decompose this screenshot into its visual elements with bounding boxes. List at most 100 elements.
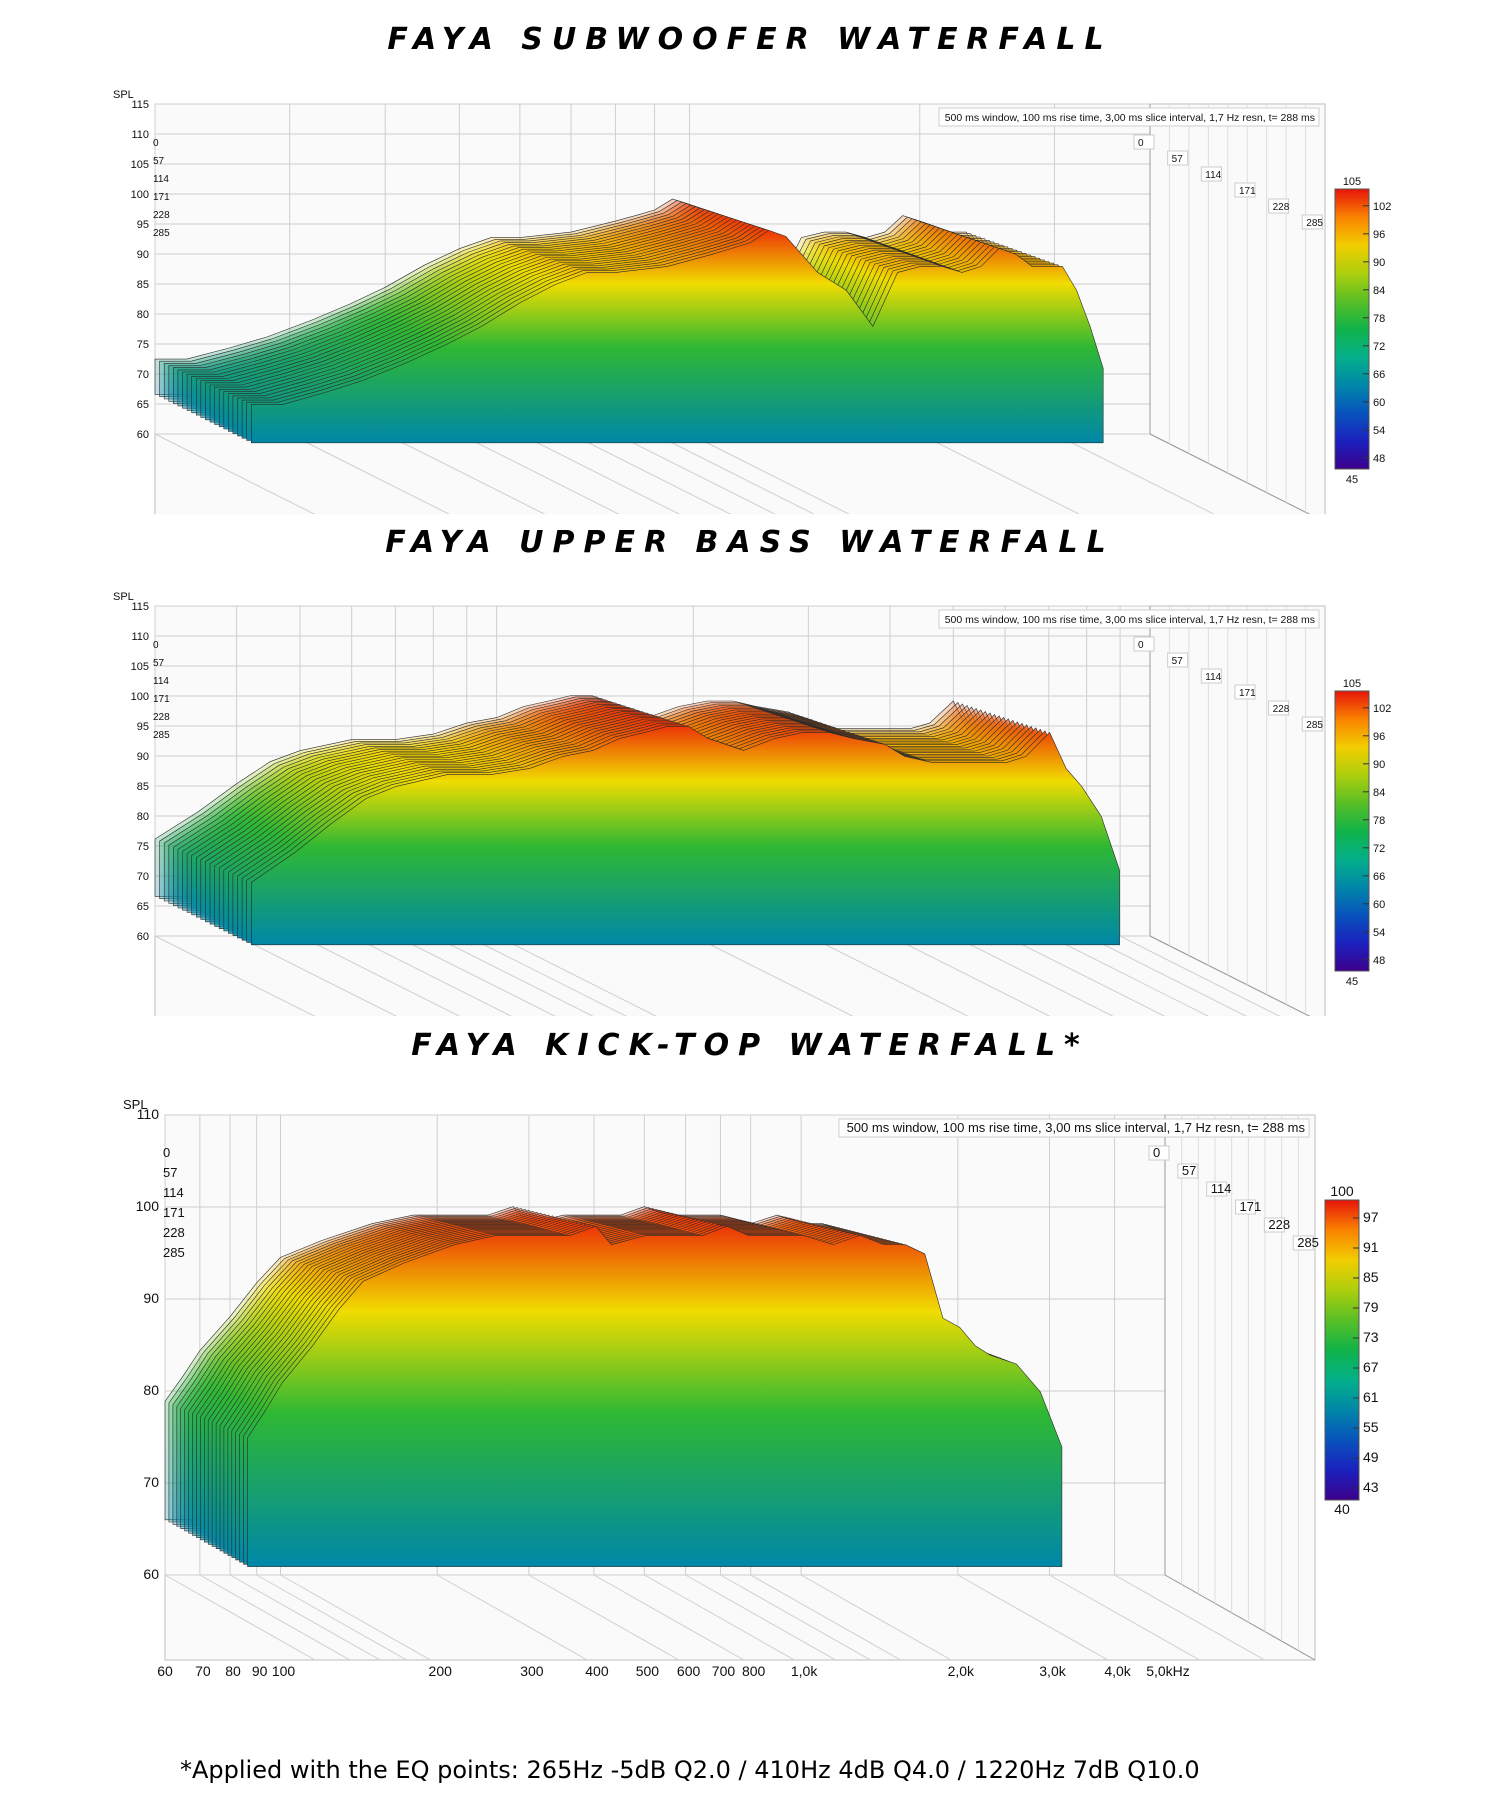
time-slice-box [1234,182,1256,198]
y-tick-label: 110 [131,129,149,141]
y-tick-label: 60 [143,1566,159,1582]
grid-line-floor [953,935,1114,1016]
grid-line-floor [384,433,546,514]
time-slice-label-left: 114 [153,676,169,687]
info-text: 500 ms window, 100 ms rise time, 3,00 ms… [945,112,1315,124]
color-scale-label: 54 [1373,927,1385,939]
info-box [838,1118,1310,1138]
color-scale-label: 60 [1373,397,1385,409]
y-tick-label: 80 [143,1382,159,1398]
grid-line-floor [720,1574,871,1661]
grid-line-floor [889,935,1051,1016]
x-tick-label: 90 [252,1663,268,1679]
x-tick-label: 60 [157,1663,173,1679]
time-slice-box [1206,1181,1228,1197]
time-slice-label-depth: 228 [1273,704,1290,715]
y-tick-label: 115 [131,601,149,613]
time-slice-label-left: 114 [163,1185,184,1200]
grid-line-floor [644,1574,795,1661]
y-tick-label: 105 [131,661,149,673]
grid-line-floor [351,935,512,1016]
y-tick-label: 70 [143,1474,159,1490]
time-slice-label-left: 57 [153,658,165,669]
y-tick-label: 115 [131,99,149,111]
color-scale-min: 45 [1346,976,1358,988]
time-slice-label-depth: 0 [1138,138,1144,149]
time-slice-box [1200,166,1222,182]
x-tick-label: 800 [742,1663,766,1679]
time-slice-label-depth: 228 [1273,202,1290,213]
x-tick-label: 80 [225,1663,241,1679]
color-scale-bar [1324,1199,1360,1501]
time-slice-box [1292,1235,1314,1251]
waterfall-chart-upper-bass: 500 ms window, 100 ms rise time, 3,00 ms… [0,546,1500,1016]
y-tick-label: 100 [131,691,149,703]
time-slice-label-left: 171 [153,694,170,705]
time-slice-label-depth: 57 [1172,154,1184,165]
time-slice-label-left: 114 [153,174,169,185]
x-tick-label: 5,0kHz [1146,1663,1190,1679]
y-tick-label: 85 [137,781,149,793]
time-slice-box [1177,1163,1199,1179]
grid-line-floor [236,935,397,1016]
floor-edge [1149,433,1311,514]
color-scale-label: 78 [1373,815,1385,827]
grid-line-floor [800,1574,952,1661]
color-scale-max: 100 [1330,1183,1354,1199]
y-tick-label: 105 [131,159,149,171]
color-scale-label: 78 [1373,313,1385,325]
color-scale-max: 105 [1343,678,1361,690]
time-slice-box [1268,700,1290,716]
time-slice-box [1133,134,1155,150]
time-slice-box [1133,636,1155,652]
x-tick-label: 600 [677,1663,701,1679]
color-scale-bar [1334,188,1370,470]
time-slice-box [1235,1199,1257,1215]
color-scale-label: 102 [1373,201,1391,213]
color-scale-label: 96 [1373,731,1385,743]
time-slice-label-depth: 171 [1239,186,1256,197]
grid-line-floor [496,935,657,1016]
time-slice-label-left: 285 [153,228,170,239]
time-slice-label-depth: 114 [1205,170,1221,181]
y-tick-label: 90 [137,751,149,763]
time-slice-label-depth: 57 [1182,1163,1196,1178]
color-scale-min: 40 [1334,1501,1350,1517]
x-tick-label: 200 [429,1663,453,1679]
grid-line-floor [615,433,776,514]
grid-line-floor [154,433,316,514]
y-tick-label: 90 [137,249,149,261]
grid-line-floor [519,433,681,514]
grid-line-floor [436,1574,588,1661]
time-slice-box [1263,1217,1285,1233]
color-scale-bar [1334,690,1370,972]
color-scale-label: 67 [1363,1359,1379,1375]
grid-line-floor [256,1574,407,1661]
color-scale-label: 61 [1363,1389,1379,1405]
time-slice-label-depth: 285 [1306,218,1323,229]
y-tick-label: 65 [137,399,149,411]
info-box [938,609,1320,629]
color-scale-label: 49 [1363,1449,1379,1465]
floor-edge [1164,1574,1316,1661]
color-scale-label: 97 [1363,1209,1379,1225]
time-slice-box [1148,1145,1170,1161]
y-axis-label: SPL [113,591,134,603]
y-tick-label: 100 [131,189,149,201]
time-slice-label-left: 0 [153,138,159,149]
time-slice-label-depth: 228 [1268,1217,1290,1232]
x-tick-label: 300 [520,1663,544,1679]
time-slice-label-left: 171 [153,192,170,203]
time-slice-label-left: 57 [153,156,165,167]
x-tick-label: 500 [636,1663,660,1679]
grid-line-floor [164,1574,316,1661]
time-slice-box [1167,652,1189,668]
y-tick-label: 85 [137,279,149,291]
color-scale-label: 48 [1373,955,1385,967]
time-slice-box [1268,198,1290,214]
color-scale-label: 90 [1373,759,1385,771]
time-slice-label-depth: 285 [1297,1235,1319,1250]
grid-line-floor [280,1574,431,1661]
x-tick-label: 4,0k [1104,1663,1131,1679]
grid-line-floor [459,433,620,514]
